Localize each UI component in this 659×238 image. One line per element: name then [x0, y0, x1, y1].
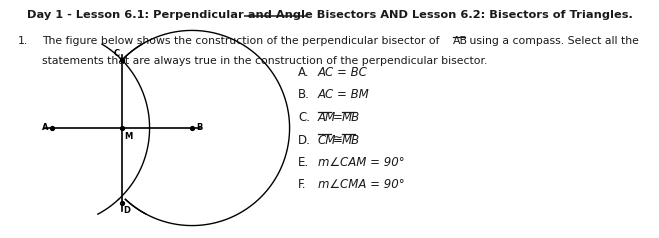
Text: B: B [196, 124, 202, 133]
Text: B.: B. [298, 89, 310, 101]
Text: F.: F. [298, 178, 306, 192]
Text: C: C [114, 49, 120, 58]
Text: statements that are always true in the construction of the perpendicular bisecto: statements that are always true in the c… [42, 55, 488, 65]
Text: =: = [333, 111, 343, 124]
Text: using a compass. Select all the: using a compass. Select all the [466, 36, 639, 46]
Text: 1.: 1. [18, 36, 28, 46]
Text: Day 1 - Lesson 6.1: Perpendicular and Angle Bisectors AND Lesson 6.2: Bisectors : Day 1 - Lesson 6.1: Perpendicular and An… [26, 10, 633, 20]
Text: D.: D. [298, 134, 311, 147]
Text: A.: A. [298, 66, 310, 79]
Text: AC = BM: AC = BM [318, 89, 370, 101]
Text: AC = BC: AC = BC [318, 66, 368, 79]
Text: m∠CAM = 90°: m∠CAM = 90° [318, 156, 405, 169]
Text: D: D [123, 206, 130, 215]
Text: CM: CM [318, 134, 336, 147]
Text: E.: E. [298, 156, 309, 169]
Text: m∠CMA = 90°: m∠CMA = 90° [318, 178, 405, 192]
Text: MB: MB [342, 111, 360, 124]
Text: MB: MB [342, 134, 360, 147]
Text: ≅: ≅ [333, 134, 343, 147]
Text: C.: C. [298, 111, 310, 124]
Text: AM: AM [318, 111, 336, 124]
Text: The figure below shows the construction of the perpendicular bisector of: The figure below shows the construction … [42, 36, 443, 46]
Text: A: A [42, 124, 48, 133]
Text: AB: AB [453, 36, 469, 46]
Text: M: M [124, 132, 132, 141]
